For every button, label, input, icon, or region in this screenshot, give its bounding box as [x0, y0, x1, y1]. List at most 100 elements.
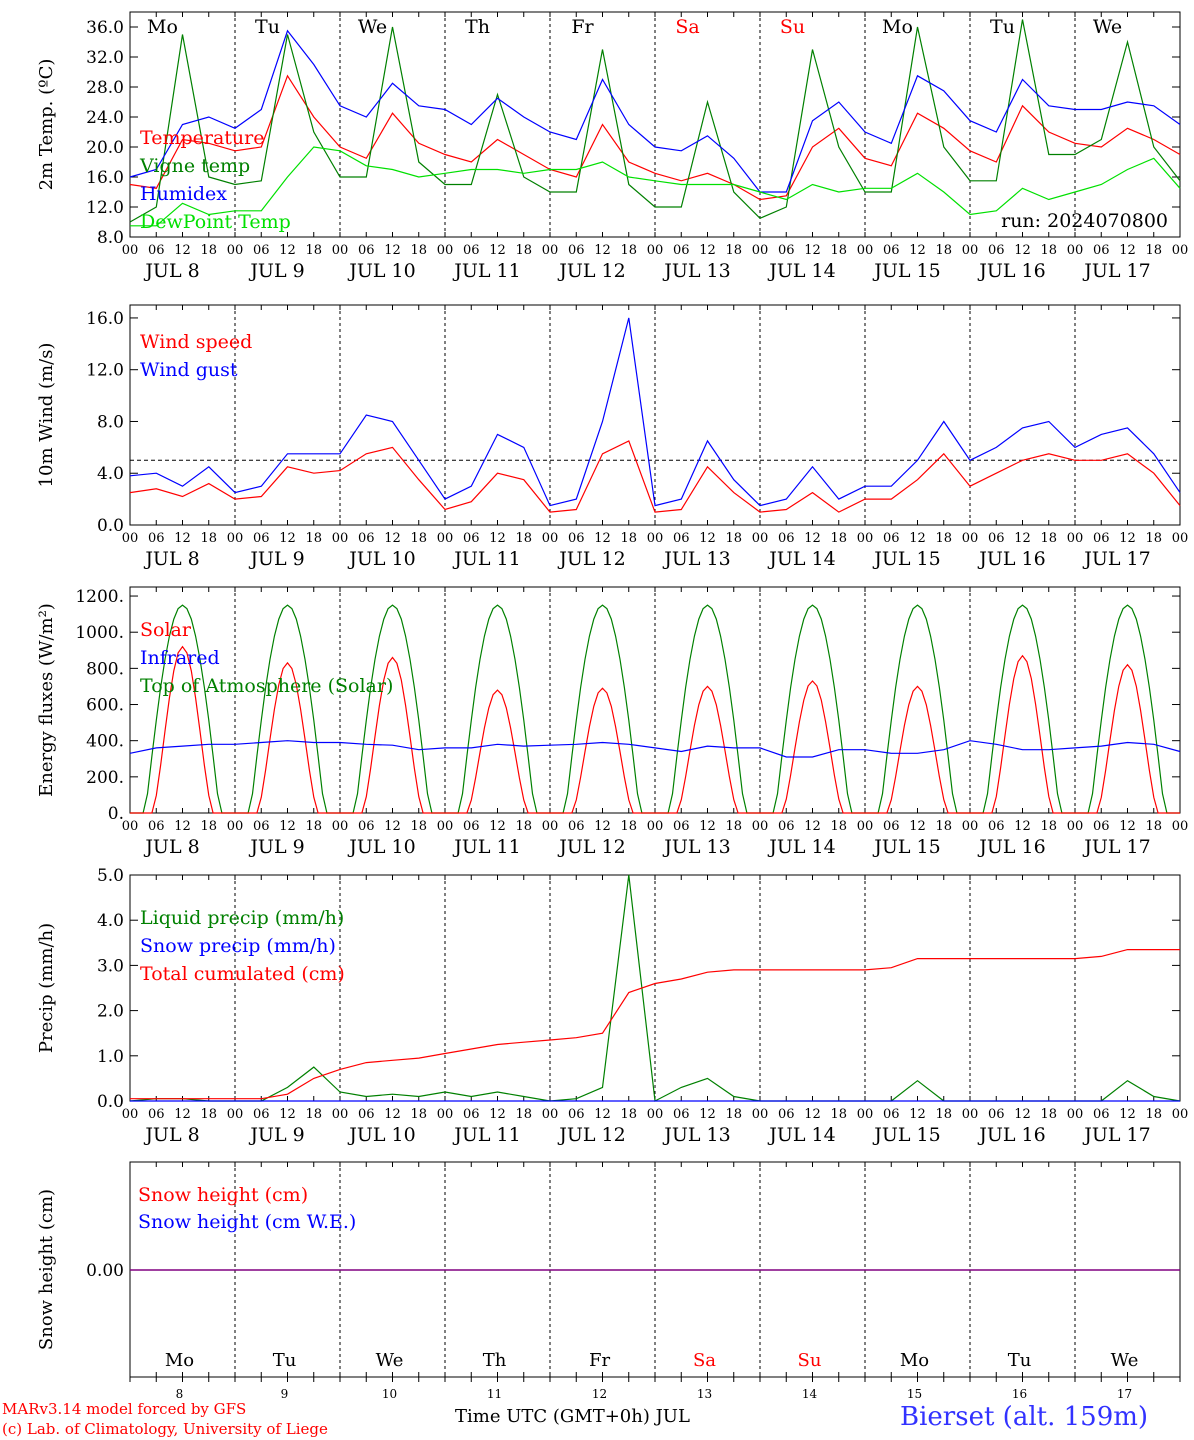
x-hour-label: 12 — [279, 819, 296, 834]
x-hour-label: 06 — [988, 819, 1005, 834]
x-hour-label: 12 — [489, 1107, 506, 1122]
x-hour-label: 18 — [1145, 819, 1162, 834]
x-hour-label: 00 — [332, 531, 349, 546]
x-hour-label: 18 — [410, 819, 427, 834]
legend-entry: Liquid precip (mm/h) — [140, 907, 344, 929]
x-hour-label: 00 — [1172, 819, 1189, 834]
x-hour-label: 12 — [804, 243, 821, 258]
weekday-label: Th — [465, 16, 490, 38]
bottom-weekday-label: Tu — [273, 1350, 297, 1371]
bottom-date-label: 9 — [281, 1387, 289, 1401]
y-axis-label: Snow height (cm) — [36, 1189, 57, 1350]
x-date-label: JUL 8 — [143, 260, 199, 282]
y-tick-label: 28.0 — [86, 78, 124, 98]
x-hour-label: 06 — [148, 243, 165, 258]
series-line-infrared — [129, 740, 1181, 758]
x-date-label: JUL 10 — [347, 1124, 415, 1146]
x-axis-title: Time UTC (GMT+0h) JUL — [455, 1406, 690, 1427]
x-date-label: JUL 12 — [557, 260, 625, 282]
series-line-humidex — [129, 29, 1181, 193]
x-date-label: JUL 8 — [143, 548, 199, 570]
y-tick-label: 0.0 — [97, 516, 124, 536]
legend-entry: Snow precip (mm/h) — [140, 935, 336, 957]
x-hour-label: 00 — [752, 1107, 769, 1122]
x-hour-label: 12 — [174, 243, 191, 258]
x-hour-label: 06 — [883, 1107, 900, 1122]
bottom-weekday-label: Mo — [900, 1350, 929, 1371]
x-date-label: JUL 14 — [767, 836, 835, 858]
x-hour-label: 12 — [594, 531, 611, 546]
x-hour-label: 18 — [830, 531, 847, 546]
x-hour-label: 12 — [804, 1107, 821, 1122]
x-hour-label: 00 — [647, 531, 664, 546]
x-hour-label: 06 — [148, 531, 165, 546]
x-hour-label: 06 — [778, 1107, 795, 1122]
x-date-label: JUL 9 — [248, 260, 304, 282]
x-date-label: JUL 10 — [347, 260, 415, 282]
x-hour-label: 18 — [1040, 1107, 1057, 1122]
y-tick-label: 16.0 — [86, 168, 124, 188]
x-hour-label: 18 — [305, 531, 322, 546]
x-hour-label: 00 — [437, 819, 454, 834]
y-tick-label: 8.0 — [97, 228, 124, 248]
y-tick-label: 1200. — [75, 587, 124, 607]
x-hour-label: 00 — [962, 819, 979, 834]
x-date-label: JUL 16 — [977, 836, 1045, 858]
x-hour-label: 06 — [883, 819, 900, 834]
x-hour-label: 00 — [752, 819, 769, 834]
x-hour-label: 00 — [542, 819, 559, 834]
x-hour-label: 00 — [1067, 1107, 1084, 1122]
x-hour-label: 00 — [1172, 243, 1189, 258]
y-tick-label: 200. — [86, 768, 124, 788]
series-line-dewpoint-temp — [130, 146, 1181, 227]
legend-entry: Infrared — [140, 647, 220, 669]
x-hour-label: 06 — [988, 243, 1005, 258]
x-date-label: JUL 16 — [977, 260, 1045, 282]
x-hour-label: 12 — [489, 531, 506, 546]
bottom-weekday-label: We — [1111, 1350, 1139, 1371]
y-tick-label: 2.0 — [97, 1002, 124, 1022]
x-hour-label: 00 — [227, 243, 244, 258]
x-hour-label: 06 — [778, 243, 795, 258]
legend-entry: Snow height (cm W.E.) — [138, 1211, 356, 1233]
x-hour-label: 12 — [594, 243, 611, 258]
y-axis-label: Precip (mm/h) — [36, 923, 57, 1053]
x-hour-label: 12 — [594, 1107, 611, 1122]
x-hour-label: 18 — [515, 243, 532, 258]
x-hour-label: 12 — [384, 243, 401, 258]
y-tick-label: 16.0 — [86, 309, 124, 329]
x-hour-label: 00 — [122, 1107, 139, 1122]
x-date-label: JUL 10 — [347, 836, 415, 858]
bottom-date-label: 14 — [802, 1387, 818, 1401]
x-hour-label: 00 — [857, 819, 874, 834]
x-hour-label: 06 — [358, 819, 375, 834]
y-tick-label: 0.00 — [86, 1261, 124, 1281]
x-hour-label: 00 — [1067, 819, 1084, 834]
x-hour-label: 18 — [200, 243, 217, 258]
y-tick-label: 24.0 — [86, 108, 124, 128]
x-date-label: JUL 15 — [872, 260, 940, 282]
x-hour-label: 12 — [384, 1107, 401, 1122]
bottom-weekday-label: We — [376, 1350, 404, 1371]
x-hour-label: 00 — [332, 819, 349, 834]
x-hour-label: 00 — [437, 243, 454, 258]
x-hour-label: 00 — [752, 243, 769, 258]
x-hour-label: 06 — [568, 243, 585, 258]
x-hour-label: 06 — [673, 819, 690, 834]
legend-entry: Wind gust — [140, 359, 238, 381]
x-hour-label: 18 — [620, 531, 637, 546]
x-date-label: JUL 11 — [452, 260, 520, 282]
x-hour-label: 12 — [699, 243, 716, 258]
x-hour-label: 12 — [279, 531, 296, 546]
x-date-label: JUL 11 — [452, 548, 520, 570]
x-hour-label: 18 — [935, 243, 952, 258]
x-hour-label: 18 — [1040, 531, 1057, 546]
x-hour-label: 12 — [909, 531, 926, 546]
x-hour-label: 12 — [699, 819, 716, 834]
x-hour-label: 00 — [227, 531, 244, 546]
x-hour-label: 00 — [122, 531, 139, 546]
x-hour-label: 00 — [122, 243, 139, 258]
x-hour-label: 12 — [279, 1107, 296, 1122]
x-date-label: JUL 17 — [1082, 1124, 1150, 1146]
y-tick-label: 8.0 — [97, 412, 124, 432]
